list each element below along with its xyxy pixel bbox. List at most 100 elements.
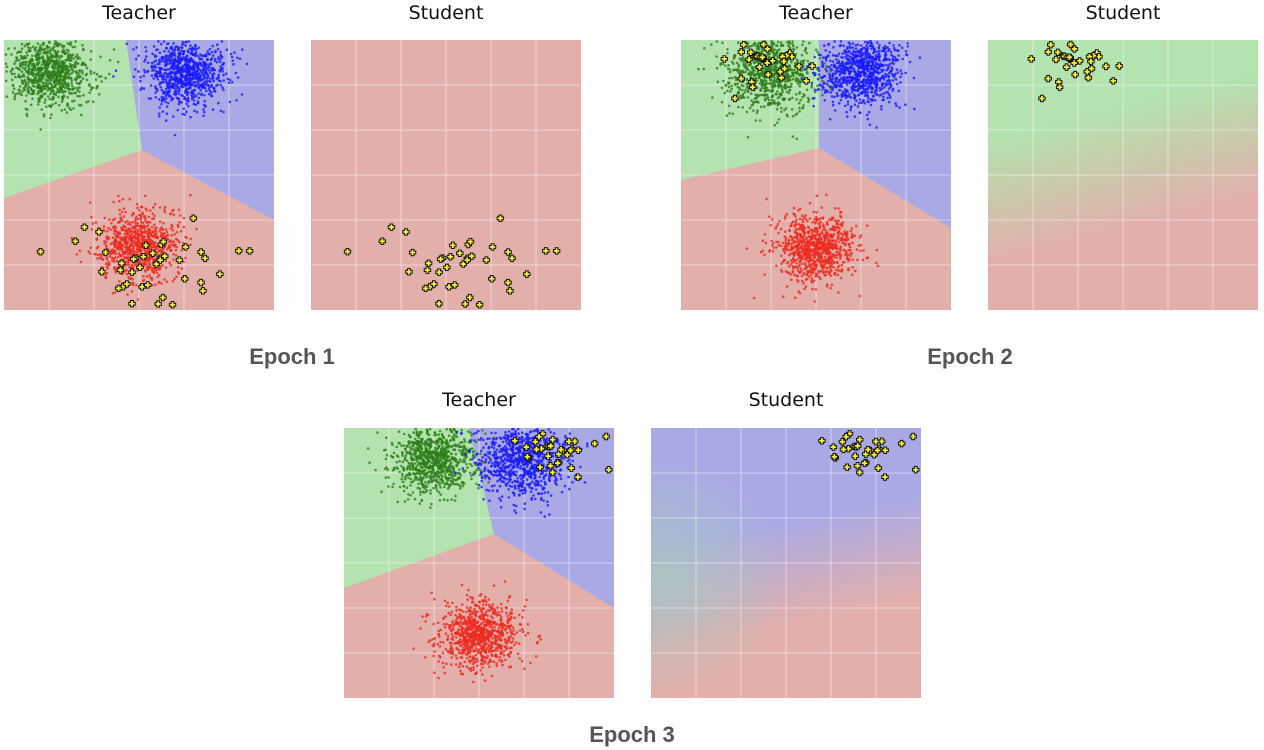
green-point xyxy=(55,44,59,48)
red-point xyxy=(182,216,186,220)
red-point xyxy=(175,237,178,241)
green-point xyxy=(76,88,80,92)
green-point xyxy=(4,62,8,66)
red-point xyxy=(792,254,796,258)
blue-point xyxy=(854,62,858,65)
blue-point xyxy=(855,64,859,68)
green-point xyxy=(753,69,756,72)
red-point xyxy=(171,229,175,232)
green-point xyxy=(17,88,21,92)
red-point xyxy=(158,229,161,233)
blue-point xyxy=(204,54,208,58)
red-point xyxy=(795,265,798,269)
red-point xyxy=(808,265,811,268)
red-point xyxy=(813,237,817,240)
green-point xyxy=(757,48,761,51)
green-point xyxy=(759,93,762,97)
green-point xyxy=(778,92,782,96)
blue-point xyxy=(241,48,244,51)
red-point xyxy=(785,212,789,216)
green-point xyxy=(26,87,29,90)
green-point xyxy=(81,77,85,80)
blue-point xyxy=(884,82,888,85)
green-point xyxy=(791,40,794,43)
red-point xyxy=(90,215,93,219)
green-point xyxy=(81,71,84,75)
red-point xyxy=(800,269,803,272)
blue-point xyxy=(835,91,839,95)
red-point xyxy=(113,291,117,294)
blue-point xyxy=(185,89,188,93)
green-point xyxy=(737,68,740,71)
green-point xyxy=(808,41,811,45)
red-point xyxy=(768,215,771,218)
red-point xyxy=(160,251,163,255)
blue-point xyxy=(125,42,129,46)
blue-point xyxy=(185,40,188,44)
blue-point xyxy=(888,79,892,82)
blue-point xyxy=(228,100,232,104)
blue-point xyxy=(821,60,824,64)
red-point xyxy=(121,226,125,230)
green-point xyxy=(787,42,791,46)
green-point xyxy=(11,91,15,94)
green-point xyxy=(752,74,756,77)
green-point xyxy=(770,78,773,82)
blue-point xyxy=(843,66,847,70)
red-point xyxy=(118,254,122,257)
red-point xyxy=(125,272,129,276)
blue-point xyxy=(875,126,878,129)
blue-point xyxy=(142,74,146,78)
query-point xyxy=(101,248,110,257)
green-point xyxy=(791,96,794,100)
red-point xyxy=(169,227,173,230)
red-point xyxy=(815,194,819,197)
green-point xyxy=(99,75,103,78)
blue-point xyxy=(827,54,830,58)
blue-point xyxy=(878,77,881,81)
blue-point xyxy=(197,46,200,49)
green-point xyxy=(37,56,40,60)
green-point xyxy=(63,45,66,48)
blue-point xyxy=(161,110,165,113)
green-point xyxy=(82,48,85,52)
green-point xyxy=(28,60,31,64)
blue-point xyxy=(873,99,877,102)
green-point xyxy=(88,91,91,94)
blue-point xyxy=(232,63,235,66)
green-point xyxy=(40,108,44,111)
blue-point xyxy=(152,77,155,80)
blue-point xyxy=(149,84,153,87)
blue-point xyxy=(849,108,852,112)
blue-point xyxy=(892,62,895,65)
green-point xyxy=(722,79,725,83)
blue-point xyxy=(866,85,870,89)
green-point xyxy=(765,89,768,92)
red-point xyxy=(108,255,112,258)
query-point xyxy=(156,256,164,264)
red-point xyxy=(142,274,145,278)
green-point xyxy=(754,97,758,100)
green-point xyxy=(801,68,805,71)
red-point xyxy=(125,248,128,251)
blue-point xyxy=(863,101,866,105)
red-point xyxy=(844,249,848,253)
blue-point xyxy=(872,70,875,74)
blue-point xyxy=(191,71,194,75)
red-point xyxy=(173,244,177,248)
query-point xyxy=(387,223,396,231)
blue-point xyxy=(197,75,200,79)
red-point xyxy=(125,260,128,263)
blue-point xyxy=(158,115,161,118)
blue-point xyxy=(851,46,855,49)
blue-point xyxy=(228,78,232,82)
query-point xyxy=(482,256,491,264)
query-point xyxy=(216,270,224,278)
red-point xyxy=(143,194,147,198)
green-point xyxy=(806,72,809,75)
green-point xyxy=(71,64,75,67)
blue-point xyxy=(211,44,214,48)
green-point xyxy=(68,62,72,66)
green-point xyxy=(52,85,55,89)
green-point xyxy=(30,59,33,62)
